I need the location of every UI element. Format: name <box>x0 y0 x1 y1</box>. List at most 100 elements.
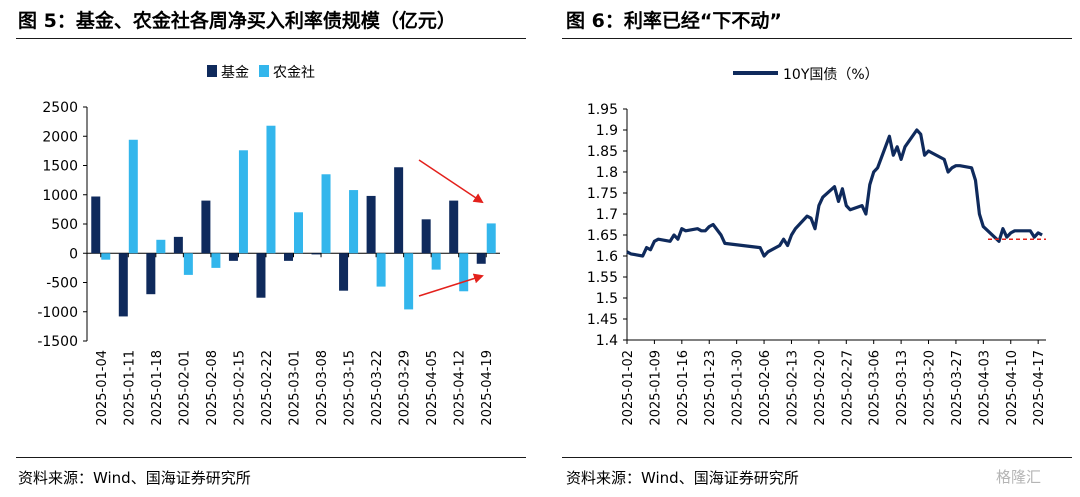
bar-fund <box>201 200 211 254</box>
bar-fund <box>394 167 404 254</box>
line-y-tick-label: 1.7 <box>596 207 618 223</box>
series-line-10y-yield <box>626 128 1043 258</box>
bar-x-tick-label: 2025-02-01 <box>177 350 192 426</box>
bar-rural <box>486 223 496 254</box>
bar-legend-swatch <box>259 65 269 77</box>
line-x-tick-label: 2025-02-13 <box>785 350 800 426</box>
left-figure-title: 图 5：基金、农金社各周净买入利率债规模（亿元） <box>18 10 456 32</box>
bar-fund <box>421 219 431 254</box>
line-x-tick-label: 2025-02-27 <box>840 350 855 426</box>
line-y-tick-label: 1.95 <box>587 102 618 118</box>
bar-fund <box>256 253 266 298</box>
bar-x-tick-label: 2025-03-22 <box>370 350 385 426</box>
watermark-logo: 格隆汇 <box>996 468 1042 486</box>
bar-legend-label: 基金 <box>221 64 249 81</box>
bar-fund <box>91 196 101 254</box>
bar-x-tick-label: 2025-02-22 <box>260 350 275 426</box>
bar-fund <box>228 253 238 261</box>
bar-x-tick-label: 2025-04-12 <box>453 350 468 426</box>
line-y-tick-label: 1.9 <box>596 123 618 139</box>
bar-fund <box>311 253 321 255</box>
bar-rural <box>101 253 111 260</box>
bar-y-tick-label: 0 <box>69 246 78 262</box>
bar-rural <box>238 150 248 254</box>
bar-chart: -1500 -1000 -500 0 500 1000 1500 2000 2500 2025-0… <box>37 64 500 426</box>
annotation-arrow-down <box>418 159 484 204</box>
bar-x-tick-label: 2025-03-08 <box>315 350 330 426</box>
line-y-tick-label: 1.55 <box>587 270 618 286</box>
line-y-tick-label: 1.85 <box>587 144 618 160</box>
line-legend-label: 10Y国债（%） <box>783 67 879 83</box>
bar-fund <box>476 253 486 264</box>
bar-x-tick-label: 2025-04-19 <box>480 350 495 426</box>
bar-fund <box>146 253 156 295</box>
line-y-tick-label: 1.6 <box>596 249 618 265</box>
bar-x-tick-label: 2025-02-15 <box>232 350 247 426</box>
bar-rural <box>459 253 469 292</box>
bar-fund <box>118 253 128 317</box>
bar-legend-label: 农金社 <box>273 65 315 81</box>
line-x-tick-label: 2025-01-09 <box>648 350 663 426</box>
line-y-tick-label: 1.45 <box>587 312 618 328</box>
bar-fund <box>449 200 459 254</box>
line-x-tick-label: 2025-04-03 <box>977 350 992 426</box>
left-source-note: 资料来源：Wind、国海证券研究所 <box>18 469 251 487</box>
bar-y-tick-label: 1500 <box>42 159 78 175</box>
line-y-tick-label: 1.8 <box>596 165 618 181</box>
line-x-tick-label: 2025-01-30 <box>731 350 746 426</box>
line-x-tick-label: 2025-04-10 <box>1005 350 1020 426</box>
bar-x-tick-label: 2025-02-08 <box>205 350 220 426</box>
bar-rural <box>183 253 193 275</box>
bar-rural <box>266 125 276 254</box>
bar-x-tick-label: 2025-04-05 <box>425 350 440 426</box>
bar-fund <box>339 253 349 291</box>
bar-y-tick-label: -1500 <box>37 334 78 350</box>
line-x-tick-label: 2025-02-06 <box>758 350 773 426</box>
bar-rural <box>349 190 359 254</box>
bar-y-tick-label: 2000 <box>42 129 78 145</box>
line-x-tick-label: 2025-02-20 <box>813 350 828 426</box>
right-bottom-rule <box>562 457 1072 458</box>
bar-y-tick-label: -500 <box>46 276 78 292</box>
line-x-tick-label: 2025-03-27 <box>950 350 965 426</box>
bar-x-tick-label: 2025-03-01 <box>288 350 303 426</box>
bar-y-tick-label: -1000 <box>37 305 78 321</box>
line-chart: 1.4 1.45 1.5 1.55 1.6 1.65 1.7 1.75 1.8 1.85 1.9 1.… <box>587 67 1047 426</box>
line-y-tick-label: 1.5 <box>596 291 618 307</box>
left-top-rule <box>16 38 526 39</box>
right-source-note: 资料来源：Wind、国海证券研究所 <box>566 469 799 487</box>
bar-x-tick-label: 2025-01-04 <box>95 350 110 426</box>
bar-rural <box>294 212 303 254</box>
bar-rural <box>404 253 414 310</box>
bar-rural <box>376 253 386 287</box>
line-x-tick-label: 2025-01-16 <box>676 350 691 426</box>
line-x-tick-label: 2025-03-06 <box>868 350 883 426</box>
bar-y-tick-label: 2500 <box>42 100 78 116</box>
line-x-tick-label: 2025-03-13 <box>895 350 910 426</box>
line-y-tick-label: 1.75 <box>587 186 618 202</box>
right-figure-title: 图 6：利率已经“下不动” <box>566 10 782 32</box>
bar-rural <box>156 239 166 254</box>
right-top-rule <box>562 38 1072 39</box>
line-y-tick-label: 1.4 <box>596 333 618 349</box>
bar-rural <box>211 253 221 268</box>
bar-x-tick-label: 2025-03-29 <box>398 350 413 426</box>
bar-fund <box>284 253 293 261</box>
line-x-tick-label: 2025-03-20 <box>923 350 938 426</box>
bar-rural <box>431 253 441 270</box>
bar-x-tick-label: 2025-01-11 <box>122 350 137 426</box>
bar-y-tick-label: 1000 <box>42 188 78 204</box>
bar-x-tick-label: 2025-01-18 <box>150 350 165 426</box>
line-y-tick-label: 1.65 <box>587 228 618 244</box>
bar-legend-swatch <box>207 65 217 77</box>
bar-fund <box>173 236 183 254</box>
bar-rural <box>128 139 138 254</box>
line-x-tick-label: 2025-01-02 <box>621 350 636 426</box>
bar-rural <box>321 174 331 254</box>
line-x-tick-label: 2025-01-23 <box>703 350 718 426</box>
annotation-arrow-up <box>418 273 484 297</box>
left-bottom-rule <box>16 457 526 458</box>
bar-y-tick-label: 500 <box>51 217 78 233</box>
line-x-tick-label: 2025-04-17 <box>1032 350 1047 426</box>
bar-fund <box>366 195 376 254</box>
